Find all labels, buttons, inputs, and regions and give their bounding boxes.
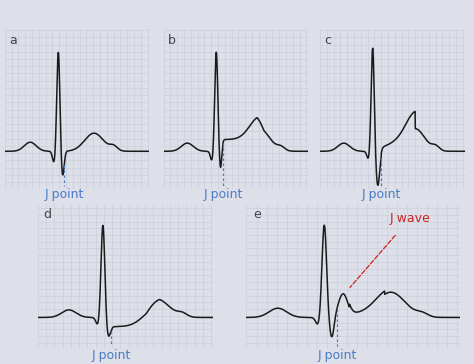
Text: c: c xyxy=(324,34,331,47)
Text: b: b xyxy=(168,34,176,47)
Text: J point: J point xyxy=(91,349,131,361)
Text: J point: J point xyxy=(45,189,84,201)
Text: e: e xyxy=(253,208,261,221)
Text: a: a xyxy=(9,34,17,47)
Text: J point: J point xyxy=(203,189,243,201)
Text: J point: J point xyxy=(362,189,401,201)
Text: d: d xyxy=(43,208,51,221)
Text: J wave: J wave xyxy=(389,212,430,225)
Text: J point: J point xyxy=(317,349,356,361)
